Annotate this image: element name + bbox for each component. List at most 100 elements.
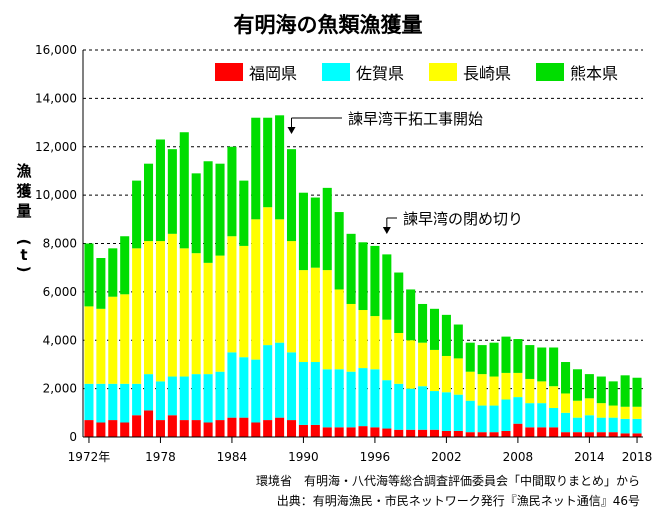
x-tick-label: 2008 [503,450,534,464]
bar-segment [286,149,297,242]
bar-segment [418,386,428,430]
bar-segment [418,429,428,437]
bar-segment [453,394,463,431]
bar-segment [298,192,308,271]
bar-segment [632,418,642,434]
bar-segment [298,424,308,437]
bar-segment [310,424,320,437]
bar-segment [394,332,404,384]
bar-segment [525,403,535,428]
bar-segment [453,358,463,395]
bar-segment [286,352,297,421]
y-axis-label: 漁獲量 (t) [15,162,33,272]
bar-segment [501,372,511,400]
bar-segment [549,386,559,408]
annotation-label: 諫早湾の閉め切り [403,210,523,228]
bar-segment [275,342,285,418]
chart-title: 有明海の魚類漁獲量 [234,13,423,37]
legend-label: 福岡県 [249,64,297,83]
bar-segment [584,415,594,433]
annotation-arrowhead [382,227,391,234]
bar-segment [608,432,618,437]
bar-segment [263,420,273,437]
bar-segment [96,308,106,384]
bar-segment [203,161,213,263]
bar-segment [310,362,320,425]
bar-segment [489,376,499,406]
bar-segment [549,347,559,387]
bar-segment [132,180,142,249]
bar-segment [334,289,344,370]
legend-swatch [429,63,457,81]
y-tick-label: 10,000 [35,188,77,202]
bar-segment [489,432,499,437]
bar-segment [96,258,106,309]
legend-swatch [536,63,564,81]
bar-segment [501,399,511,431]
bar-segment [513,339,523,373]
bar-segment [572,417,582,433]
x-tick-label: 2014 [574,450,605,464]
bar-segment [608,381,618,406]
bar-segment [513,372,523,398]
bar-segment [501,336,511,373]
y-tick-label: 0 [69,430,77,444]
y-axis-label-char: ) [15,266,33,273]
bar-segment [346,303,356,372]
bar-segment [620,406,630,419]
bar-segment [441,314,451,356]
y-axis-label-char: 漁 [16,162,31,180]
bar-segment [263,207,273,346]
bar-segment [441,355,451,393]
bar-segment [465,342,475,372]
bar-segment [382,254,392,320]
bar-segment [525,345,535,379]
bar-segment [298,362,308,425]
annotation-label: 諫早湾干拓工事開始 [348,110,483,128]
bar-segment [358,426,368,437]
bar-segment [429,429,440,437]
bar-segment [227,146,237,237]
bar-segment [596,417,606,433]
bar-segment [572,400,582,418]
bar-segment [310,197,320,268]
bar-segment [501,430,511,437]
bar-segment [489,405,499,433]
bar-segment [167,376,177,416]
bar-segment [286,420,297,437]
axes [82,50,643,438]
bar-segment [429,349,440,392]
bar-segment [584,374,594,399]
bar-segment [620,418,630,434]
bar-segment [227,417,237,437]
bar-segment [513,397,523,424]
bar-segment [251,422,261,437]
bar-segment [203,422,213,437]
bar-segment [227,236,237,353]
bar-segment [620,375,630,407]
annotation-arrowhead [287,127,296,134]
bar-segment [132,248,142,384]
bar-segment [108,383,118,421]
bar-segment [84,383,94,421]
legend-label: 熊本県 [570,64,618,83]
bars [84,115,642,437]
bar-segment [120,236,130,295]
bar-segment [525,378,535,404]
bar-segment [263,345,273,421]
bar-segment [227,352,237,418]
bar-segment [84,306,94,384]
bar-segment [358,310,368,369]
bar-segment [167,415,177,437]
bar-segment [632,377,642,407]
bar-segment [322,427,332,437]
bar-segment [453,430,463,437]
bar-segment [537,403,547,428]
bar-segment [632,406,642,419]
bar-segment [477,345,487,375]
bar-segment [406,340,416,389]
bar-segment [620,433,630,437]
bar-segment [155,241,165,382]
bar-segment [358,368,368,427]
